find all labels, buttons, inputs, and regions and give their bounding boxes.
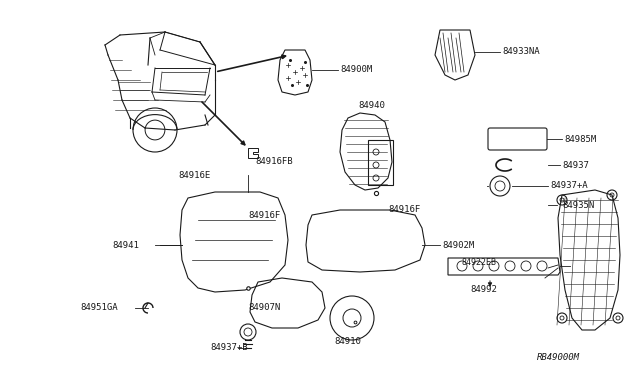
Text: 84910: 84910 <box>335 337 362 346</box>
Text: 84935N: 84935N <box>562 201 595 209</box>
Text: 84907N: 84907N <box>248 304 280 312</box>
Text: 84916FB: 84916FB <box>255 157 292 167</box>
Text: 84916F: 84916F <box>388 205 420 215</box>
Text: 84940: 84940 <box>358 100 385 109</box>
Text: 84902M: 84902M <box>442 241 474 250</box>
Text: 84922EB: 84922EB <box>462 258 497 267</box>
Text: 84900M: 84900M <box>340 65 372 74</box>
Text: 84916E: 84916E <box>178 170 211 180</box>
Text: 84937+B: 84937+B <box>210 343 248 353</box>
Text: 84985M: 84985M <box>564 135 596 144</box>
Text: 84937: 84937 <box>562 160 589 170</box>
Text: 84937+A: 84937+A <box>550 182 588 190</box>
Text: 84916F: 84916F <box>248 211 280 219</box>
Text: 84951GA: 84951GA <box>80 304 118 312</box>
Text: 84941: 84941 <box>112 241 139 250</box>
Text: 84933NA: 84933NA <box>502 48 540 57</box>
Text: RB49000M: RB49000M <box>537 353 580 362</box>
Text: 84992: 84992 <box>470 285 497 295</box>
